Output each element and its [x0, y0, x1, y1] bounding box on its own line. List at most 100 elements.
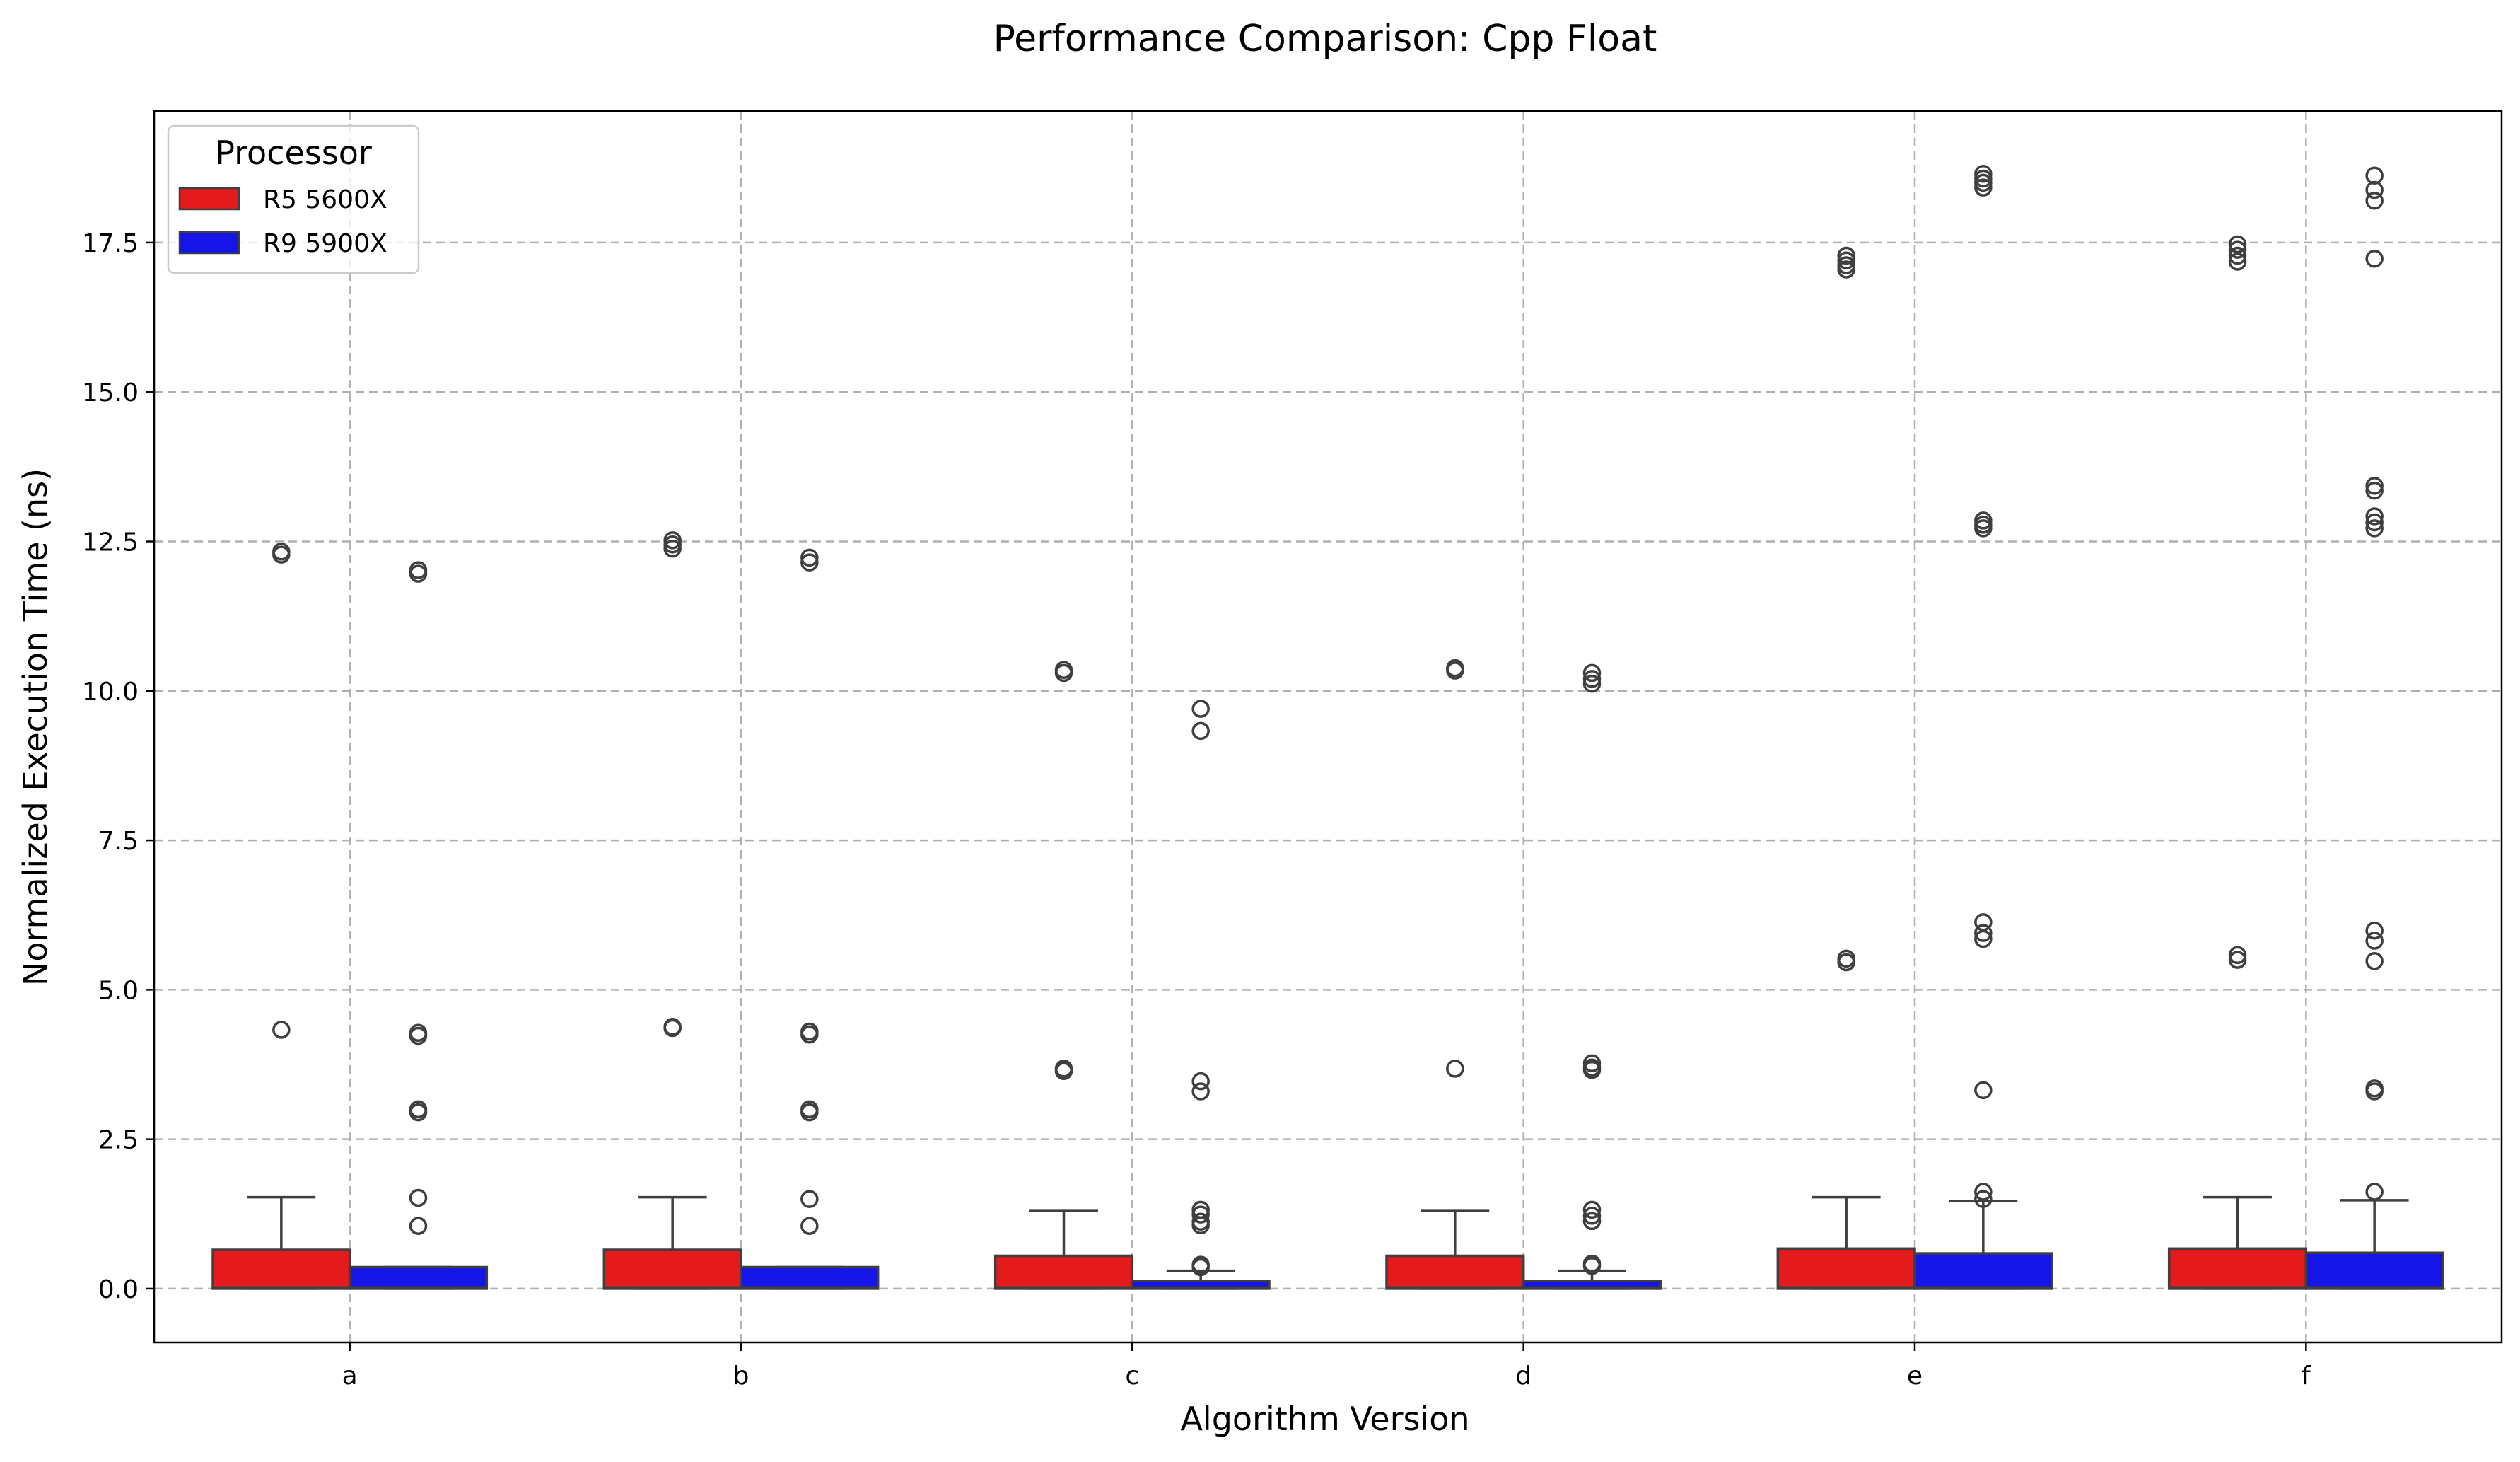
outlier-r9-5900x-e: [1974, 178, 1993, 197]
chart-title: Performance Comparison: Cpp Float: [993, 18, 1657, 60]
outlier-r9-5900x-e: [1974, 924, 1993, 942]
outlier-r9-5900x-c: [1191, 1082, 1210, 1101]
outlier-r9-5900x-d: [1582, 1257, 1602, 1275]
legend-swatch-r5-5600x: [178, 187, 240, 211]
outliers: [272, 164, 2384, 1277]
outlier-r9-5900x-e: [1974, 1190, 1993, 1208]
outlier-r5-5600x-e: [1837, 251, 1855, 270]
outlier-r5-5600x-f: [2228, 235, 2247, 254]
box-r9-5900x-a: [348, 1265, 489, 1290]
outlier-r5-5600x-f: [2228, 946, 2247, 965]
box-r5-5600x-e: [1776, 1247, 1916, 1290]
outlier-r9-5900x-c: [1191, 1205, 1210, 1224]
outlier-r5-5600x-c: [1054, 663, 1073, 683]
box-r9-5900x-b: [740, 1265, 880, 1290]
outlier-r5-5600x-b: [663, 1019, 682, 1038]
legend-label-r5-5600x: R5 5600X: [263, 185, 387, 214]
outlier-r9-5900x-c: [1191, 1258, 1210, 1277]
outlier-r9-5900x-f: [2365, 250, 2384, 268]
x-tick-label: c: [1125, 1362, 1139, 1391]
y-tick-label: 5.0: [98, 976, 139, 1005]
outlier-r5-5600x-f: [2228, 240, 2247, 259]
outlier-r5-5600x-b: [663, 539, 682, 558]
x-tick-label: a: [342, 1362, 358, 1391]
grid-lines: [154, 111, 2502, 1342]
outlier-r5-5600x-f: [2228, 253, 2247, 271]
x-axis-label: Algorithm Version: [1180, 1400, 1469, 1438]
outlier-r9-5900x-f: [2365, 519, 2384, 538]
outlier-r9-5900x-e: [1974, 519, 1993, 538]
outlier-r5-5600x-e: [1837, 246, 1855, 265]
outlier-r5-5600x-d: [1446, 1060, 1464, 1078]
outlier-r9-5900x-b: [800, 1217, 819, 1235]
outlier-r9-5900x-f: [2365, 1183, 2384, 1201]
outlier-r9-5900x-d: [1582, 1060, 1602, 1079]
outlier-r9-5900x-e: [1974, 173, 1993, 192]
outlier-r5-5600x-a: [272, 1021, 291, 1039]
outlier-r9-5900x-c: [1191, 721, 1210, 741]
y-tick-label: 0.0: [98, 1275, 139, 1304]
outlier-r9-5900x-f: [2365, 192, 2384, 210]
outlier-r9-5900x-b: [800, 1026, 819, 1044]
y-axis-label: Normalized Execution Time (ns): [16, 468, 54, 986]
outlier-r9-5900x-f: [2365, 932, 2384, 950]
x-tick-label: f: [2302, 1362, 2311, 1391]
outlier-r9-5900x-a: [409, 1103, 428, 1122]
legend: Processor R5 5600X R9 5900X: [167, 124, 420, 274]
outlier-r9-5900x-a: [409, 1188, 428, 1207]
outlier-r9-5900x-f: [2365, 180, 2384, 199]
outlier-r9-5900x-d: [1582, 1212, 1602, 1231]
outlier-r5-5600x-e: [1837, 260, 1855, 279]
outlier-r9-5900x-d: [1582, 674, 1602, 693]
outlier-r5-5600x-e: [1837, 953, 1855, 972]
x-tick-label: d: [1515, 1362, 1532, 1391]
outlier-r9-5900x-b: [800, 553, 819, 572]
y-tick-label: 12.5: [82, 528, 139, 557]
box-r5-5600x-b: [602, 1248, 742, 1290]
outlier-r5-5600x-a: [272, 545, 291, 564]
box-r5-5600x-f: [2167, 1247, 2308, 1290]
outlier-r9-5900x-d: [1582, 670, 1602, 688]
outlier-r5-5600x-c: [1054, 1062, 1073, 1081]
outlier-r9-5900x-f: [2365, 513, 2384, 532]
y-tick-label: 15.0: [82, 378, 139, 407]
axes: 0.0 2.5 5.0 7.5 10.0 12.5 15.0 17.5 a b c d e f: [82, 110, 2503, 1391]
outlier-r9-5900x-f: [2365, 481, 2384, 500]
y-tick-label: 10.0: [82, 678, 139, 707]
legend-label-r9-5900x: R9 5900X: [263, 229, 387, 258]
outlier-r9-5900x-d: [1582, 663, 1602, 683]
outlier-r9-5900x-e: [1974, 164, 1993, 183]
outlier-r9-5900x-a: [409, 1217, 428, 1235]
outlier-r9-5900x-d: [1582, 1207, 1602, 1225]
outlier-r9-5900x-e: [1974, 1081, 1993, 1100]
outlier-r9-5900x-f: [2365, 1082, 2384, 1101]
outlier-r5-5600x-f: [2228, 246, 2247, 265]
outlier-r9-5900x-f: [2365, 952, 2384, 970]
box-r9-5900x-f: [2304, 1251, 2444, 1290]
outlier-r9-5900x-a: [409, 1026, 428, 1045]
x-tick-label: b: [733, 1362, 749, 1391]
outlier-r9-5900x-f: [2365, 507, 2384, 526]
plot-frame: [153, 110, 2503, 1344]
outlier-r9-5900x-e: [1974, 1183, 1993, 1201]
outlier-r9-5900x-f: [2365, 921, 2384, 940]
outlier-r9-5900x-c: [1191, 1072, 1210, 1091]
y-tick-label: 2.5: [98, 1126, 139, 1155]
outlier-r9-5900x-e: [1974, 929, 1993, 948]
box-r5-5600x-d: [1385, 1254, 1525, 1290]
outlier-r5-5600x-d: [1446, 661, 1464, 680]
outlier-r9-5900x-c: [1191, 700, 1210, 718]
box-r9-5900x-e: [1913, 1252, 2053, 1290]
outlier-r9-5900x-a: [409, 564, 428, 583]
outlier-r9-5900x-a: [409, 561, 428, 579]
outlier-r9-5900x-b: [800, 1190, 819, 1208]
y-tick-label: 17.5: [82, 229, 139, 258]
box-r5-5600x-c: [993, 1254, 1134, 1290]
legend-title: Processor: [215, 134, 372, 172]
outlier-r5-5600x-e: [1837, 949, 1855, 968]
outlier-r5-5600x-f: [2228, 951, 2247, 969]
outlier-r9-5900x-c: [1191, 1216, 1210, 1235]
legend-swatch-r9-5900x: [178, 231, 240, 255]
boxes: [211, 1195, 2444, 1290]
